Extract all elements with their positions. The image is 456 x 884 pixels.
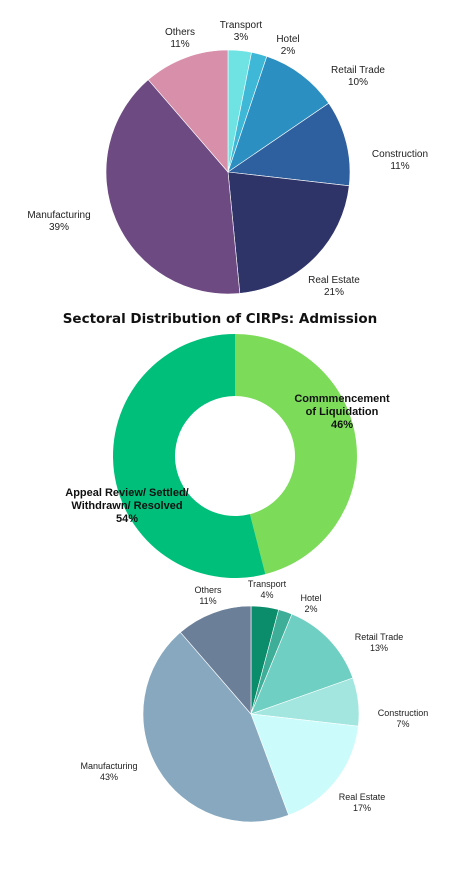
label-hotel: Hotel 2% bbox=[300, 593, 321, 614]
label-others: Others 11% bbox=[165, 27, 195, 50]
label-real-estate: Real Estate 21% bbox=[308, 275, 360, 298]
slice-appeal-review-settled-withdrawn-resolved bbox=[112, 334, 266, 578]
label-others: Others 11% bbox=[194, 585, 222, 606]
slice-manufacturing bbox=[105, 79, 241, 295]
label-transport: Transport 3% bbox=[220, 20, 263, 43]
pie-chart-admitted: Transport 4% Hotel 2% Retail Trade 13% Constru… bbox=[80, 579, 429, 823]
label-retail-trade: Retail Trade 13% bbox=[355, 632, 404, 653]
slice-others bbox=[147, 49, 229, 173]
label-manufacturing: Manufacturing 39% bbox=[27, 210, 90, 233]
label-construction: Construction 7% bbox=[378, 708, 429, 729]
slice-retail-trade bbox=[227, 55, 330, 173]
slice-real-estate bbox=[250, 713, 359, 816]
slice-construction bbox=[227, 102, 351, 187]
label-transport: Transport 4% bbox=[248, 579, 287, 600]
slice-retail-trade bbox=[250, 613, 354, 715]
slice-real-estate bbox=[227, 171, 350, 294]
label-commmencement-of-liquidation: Commmencement of Liquidation 46% bbox=[294, 393, 390, 431]
slice-commmencement-of-liquidation bbox=[235, 334, 357, 575]
label-appeal-review-settled-withdrawn-resolved: Appeal Review/ Settled/Withdrawn/ Resolv… bbox=[65, 487, 188, 525]
donut-chart-admission: Commmencement of Liquidation 46% Appeal Rev… bbox=[65, 334, 390, 578]
pie-chart-filed: Transport 3% Hotel 2% Retail Trade 10% Constru… bbox=[27, 20, 428, 298]
label-construction: Construction 11% bbox=[372, 149, 428, 172]
chart-title-admission: Sectoral Distribution of CIRPs: Admissio… bbox=[63, 311, 378, 327]
label-retail-trade: Retail Trade 10% bbox=[331, 65, 385, 88]
label-real-estate: Real Estate 17% bbox=[339, 792, 386, 813]
slice-manufacturing bbox=[142, 631, 290, 823]
label-manufacturing: Manufacturing 43% bbox=[80, 761, 137, 782]
label-hotel: Hotel 2% bbox=[276, 34, 299, 57]
slice-others bbox=[179, 605, 252, 715]
